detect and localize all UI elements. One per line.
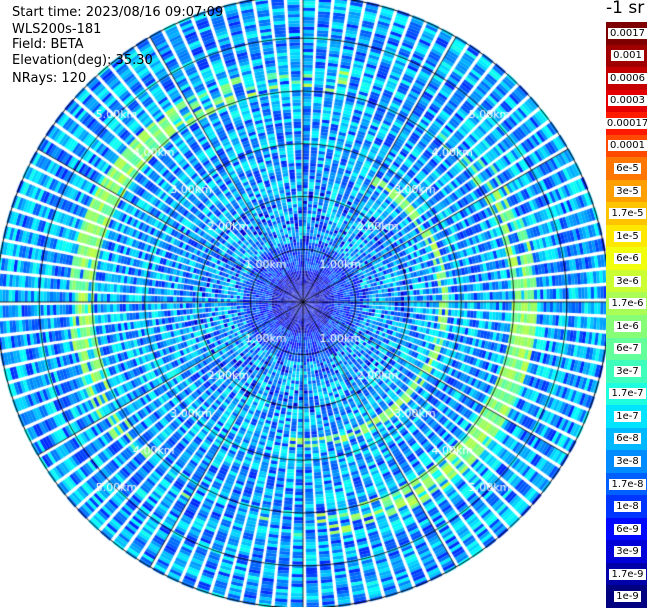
colorbar-tick-label: 3e-8 [614, 455, 641, 467]
colorbar-tick-label: 0.00017 [604, 117, 647, 129]
colorbar-unit-title: -1 sr [606, 0, 645, 18]
colorbar-bin: 6e-9 [606, 517, 647, 541]
colorbar-tick-label: 1e-9 [614, 591, 641, 603]
colorbar-tick-label: 3e-6 [614, 275, 641, 287]
colorbar-tick-label: 0.0017 [608, 27, 647, 39]
field-label: Field: BETA [12, 37, 84, 52]
colorbar-tick-label: 6e-7 [614, 343, 641, 355]
colorbar-tick-label: 1.7e-7 [609, 388, 646, 400]
colorbar-bin: 0.0001 [606, 134, 647, 158]
colorbar-bin: 1e-5 [606, 224, 647, 248]
elevation-label: Elevation(deg): 35.30 [12, 53, 153, 68]
colorbar-bin: 1.7e-5 [606, 202, 647, 225]
colorbar-bin: 6e-8 [606, 427, 647, 451]
colorbar-bin: 1e-7 [606, 405, 647, 428]
colorbar-tick-label: 3e-5 [614, 185, 641, 197]
colorbar-bin: 1.7e-7 [606, 382, 647, 406]
colorbar-bin: 3e-5 [606, 179, 647, 203]
colorbar-tick-label: 1.7e-9 [609, 568, 646, 580]
colorbar-bin: 0.0003 [606, 89, 647, 113]
colorbar-bin: 0.0017 [606, 22, 647, 45]
colorbar-bin: 0.0006 [606, 67, 647, 90]
colorbar-bin: 3e-6 [606, 269, 647, 293]
colorbar-bin: 0.001 [606, 44, 647, 68]
colorbar-tick-label: 3e-9 [614, 546, 641, 558]
colorbar-tick-label: 1e-5 [614, 230, 641, 242]
colorbar-tick-label: 1.7e-8 [609, 478, 646, 490]
colorbar-bin: 1e-9 [606, 585, 647, 608]
nrays-label: NRays: 120 [12, 71, 87, 86]
instrument-label: WLS200s-181 [12, 22, 102, 37]
colorbar-tick-label: 0.001 [611, 50, 644, 62]
colorbar-bin: 1e-6 [606, 315, 647, 338]
colorbar-tick-label: 6e-6 [614, 253, 641, 265]
colorbar-bin: 1e-8 [606, 495, 647, 518]
colorbar-bin: 3e-7 [606, 360, 647, 383]
colorbar-bin: 6e-7 [606, 337, 647, 361]
colorbar-tick-label: 3e-7 [614, 365, 641, 377]
colorbar-bin: 1.7e-6 [606, 292, 647, 315]
colorbar-tick-label: 1.7e-6 [609, 298, 646, 310]
colorbar-tick-label: 6e-5 [614, 162, 641, 174]
colorbar-bin: 6e-5 [606, 157, 647, 180]
colorbar-bin: 1.7e-8 [606, 472, 647, 496]
colorbar-tick-label: 0.0001 [608, 140, 647, 152]
colorbar-bin: 3e-9 [606, 540, 647, 563]
colorbar-tick-label: 1e-8 [614, 501, 641, 513]
colorbar-tick-label: 0.0006 [608, 72, 647, 84]
colorbar-tick-label: 6e-8 [614, 433, 641, 445]
colorbar-bin: 3e-8 [606, 450, 647, 473]
start-time-label: Start time: 2023/08/16 09:07:09 [12, 5, 224, 20]
colorbar-bin: 0.00017 [604, 112, 647, 135]
colorbar: 0.0017 0.001 0.0006 0.0003 0.00017 0.0001 6e-5… [604, 22, 647, 608]
colorbar-bin: 1.7e-9 [606, 562, 647, 586]
colorbar-bin: 6e-6 [606, 247, 647, 270]
colorbar-tick-label: 0.0003 [608, 95, 647, 107]
colorbar-tick-label: 1.7e-5 [609, 208, 646, 220]
colorbar-tick-label: 6e-9 [614, 523, 641, 535]
colorbar-tick-label: 1e-6 [614, 320, 641, 332]
colorbar-tick-label: 1e-7 [614, 410, 641, 422]
